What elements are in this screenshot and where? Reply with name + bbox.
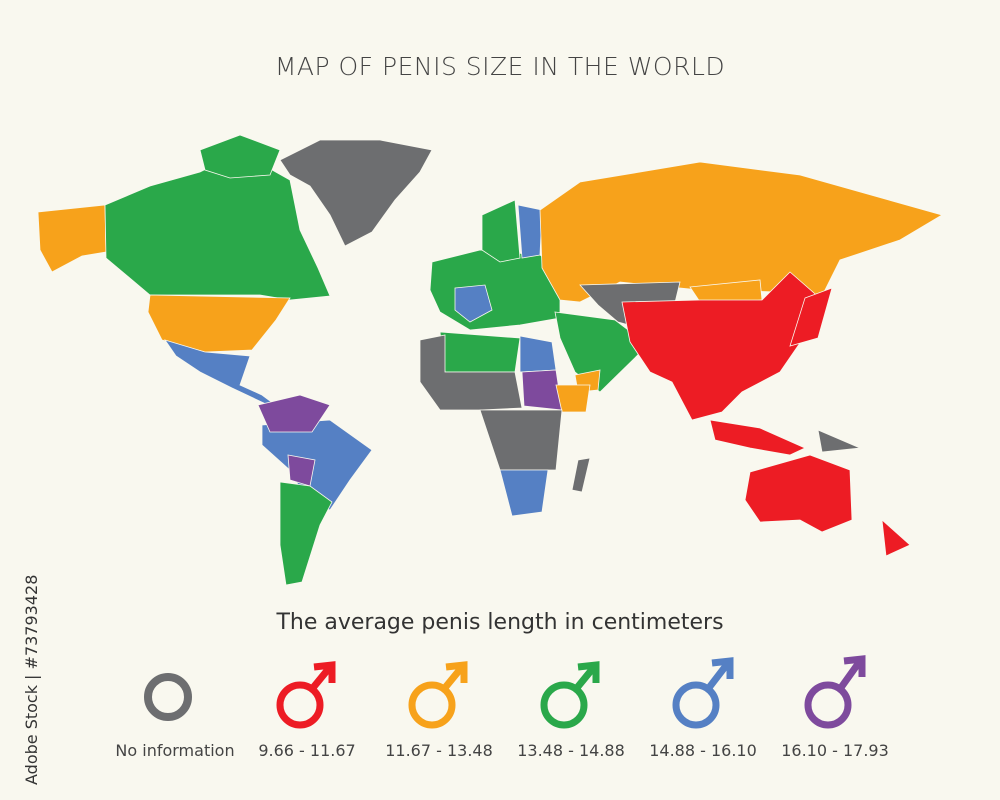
legend-label: 13.48 - 14.88: [517, 741, 625, 760]
region-sweden-finland: [517, 204, 543, 259]
region-western-europe: [454, 284, 493, 323]
region-russia: [539, 161, 944, 303]
legend-label: 11.67 - 13.48: [385, 741, 493, 760]
legend-item-3: 13.48 - 14.88: [506, 655, 636, 760]
region-usa: [147, 294, 291, 353]
region-arctic-islands: [199, 134, 281, 179]
region-madagascar: [571, 457, 591, 493]
map-title: MAP OF PENIS SIZE IN THE WORLD: [274, 52, 726, 81]
legend-item-no-information: No information: [110, 655, 240, 760]
region-sudan: [521, 369, 563, 411]
legend-label: 9.66 - 11.67: [258, 741, 356, 760]
region-egypt: [519, 335, 557, 373]
male-symbol-icon: [672, 657, 734, 729]
region-indonesia: [709, 419, 806, 456]
circle-icon: [144, 673, 192, 721]
region-middle-east: [554, 311, 649, 393]
region-brazil: [261, 419, 373, 511]
legend-item-4: 14.88 - 16.10: [638, 655, 768, 760]
region-central-africa: [479, 409, 563, 471]
region-southern-cone: [279, 481, 333, 586]
region-japan: [789, 287, 833, 347]
region-north-africa: [439, 331, 521, 373]
stock-credit: Adobe Stock | #73793428: [22, 574, 41, 785]
legend: No information 9.66 - 11.67 11.67 - 13.4…: [110, 655, 900, 760]
male-symbol-icon: [276, 661, 336, 729]
region-venezuela: [257, 394, 331, 433]
male-symbol-icon: [804, 655, 866, 729]
legend-item-2: 11.67 - 13.48: [374, 655, 504, 760]
region-alaska: [37, 204, 107, 273]
region-australia: [744, 454, 853, 533]
legend-label: No information: [115, 741, 235, 760]
region-west-africa: [419, 334, 523, 411]
legend-item-1: 9.66 - 11.67: [242, 655, 372, 760]
male-symbol-icon: [408, 661, 468, 729]
legend-label: 14.88 - 16.10: [649, 741, 757, 760]
region-new-guinea: [817, 429, 862, 453]
legend-item-5: 16.10 - 17.93: [770, 655, 900, 760]
region-greenland: [279, 139, 433, 247]
male-symbol-icon: [540, 661, 600, 729]
region-new-zealand: [881, 519, 911, 557]
region-bolivia: [287, 454, 316, 487]
region-southern-africa: [499, 469, 549, 517]
legend-title: The average penis length in centimeters: [276, 610, 724, 635]
legend-label: 16.10 - 17.93: [781, 741, 889, 760]
region-south-east-asia: [621, 271, 823, 421]
region-scandinavia: [481, 199, 521, 263]
region-europe: [429, 249, 561, 331]
region-ethiopia: [555, 384, 591, 413]
